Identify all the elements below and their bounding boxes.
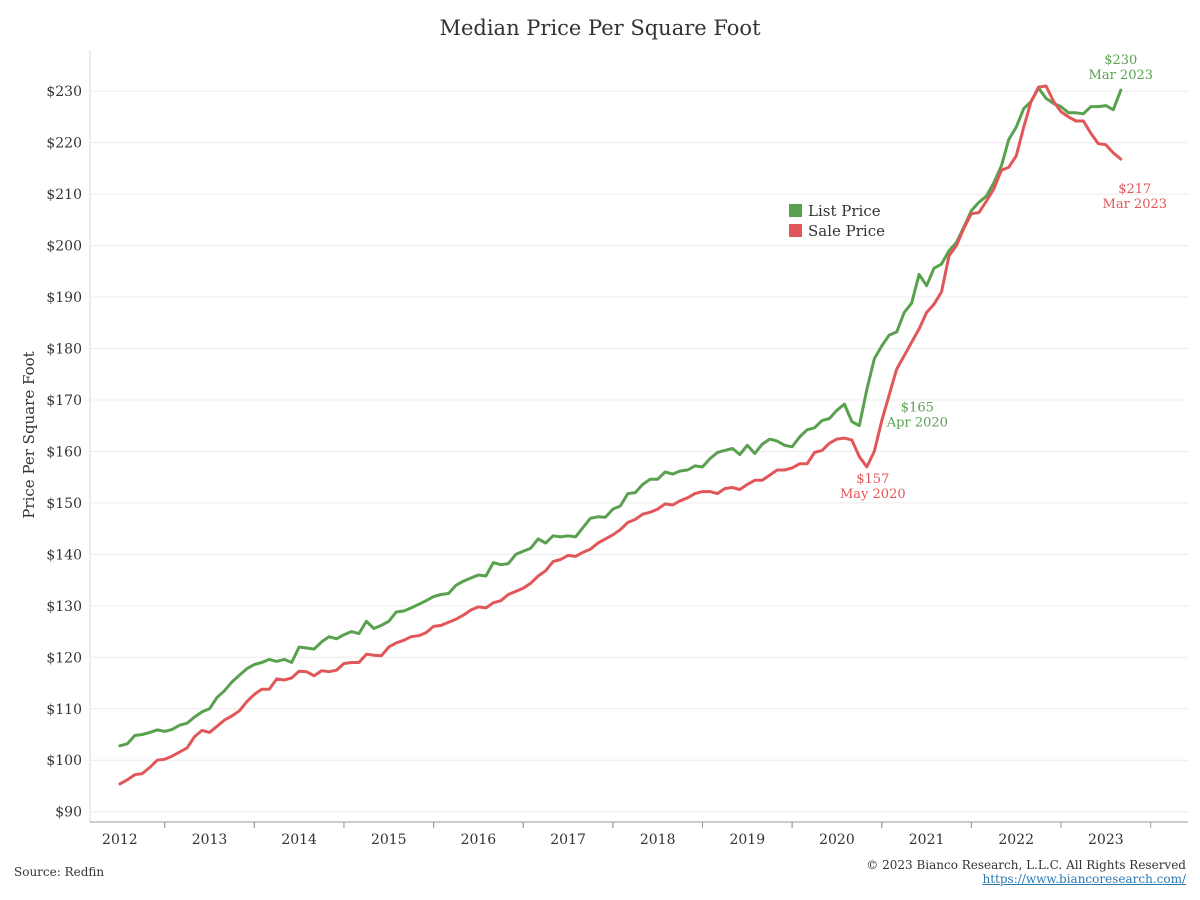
x-tick-label: 2019 bbox=[729, 832, 765, 848]
y-tick-label: $180 bbox=[46, 342, 82, 358]
y-tick-label: $90 bbox=[55, 805, 82, 821]
y-tick-label: $110 bbox=[46, 702, 82, 718]
x-tick-label: 2022 bbox=[998, 832, 1034, 848]
annotation-date: Mar 2023 bbox=[1089, 68, 1154, 83]
series-line-list-price bbox=[118, 86, 1123, 748]
x-tick-label: 2012 bbox=[102, 832, 138, 848]
y-tick-label: $200 bbox=[46, 239, 82, 255]
x-tick-label: 2014 bbox=[281, 832, 317, 848]
x-tick-label: 2023 bbox=[1088, 832, 1124, 848]
x-tick-label: 2013 bbox=[192, 832, 228, 848]
annotation-value: $230 bbox=[1104, 53, 1137, 68]
y-tick-label: $130 bbox=[46, 599, 82, 615]
annotation-date: May 2020 bbox=[840, 487, 906, 502]
legend-swatch-sale-price bbox=[789, 224, 802, 237]
source-note: Source: Redfin bbox=[14, 865, 105, 879]
website-link[interactable]: https://www.biancoresearch.com/ bbox=[982, 872, 1186, 886]
annotation-date: Apr 2020 bbox=[886, 416, 948, 431]
y-tick-label: $140 bbox=[46, 547, 82, 563]
y-tick-label: $120 bbox=[46, 650, 82, 666]
x-tick-label: 2018 bbox=[640, 832, 676, 848]
x-axis: 2012 2013 2014 2015 2016 2017 2018 2019 2020 2021… bbox=[90, 821, 1188, 848]
x-tick-label: 2021 bbox=[909, 832, 945, 848]
x-tick-label: 2016 bbox=[461, 832, 497, 848]
chart-title: Median Price Per Square Foot bbox=[439, 16, 761, 40]
annotation-value: $157 bbox=[856, 472, 889, 487]
y-tick-label: $100 bbox=[46, 753, 82, 769]
y-axis-title: Price Per Square Foot bbox=[20, 351, 38, 518]
legend-label: List Price bbox=[808, 202, 881, 220]
series-line-sale-price bbox=[118, 84, 1123, 786]
x-tick-label: 2020 bbox=[819, 832, 855, 848]
legend: List Price Sale Price bbox=[789, 202, 885, 240]
legend-swatch-list-price bbox=[789, 204, 802, 217]
legend-label: Sale Price bbox=[808, 222, 885, 240]
y-tick-label: $210 bbox=[46, 187, 82, 203]
x-tick-label: 2017 bbox=[550, 832, 586, 848]
y-tick-label: $230 bbox=[46, 84, 82, 100]
series-lines bbox=[118, 84, 1123, 786]
x-tick-label: 2015 bbox=[371, 832, 407, 848]
y-tick-label: $150 bbox=[46, 496, 82, 512]
y-axis: $90 $100 $110 $120 $130 $140 $150 $160 $170 $180 $… bbox=[46, 50, 91, 822]
y-tick-label: $170 bbox=[46, 393, 82, 409]
y-tick-label: $220 bbox=[46, 136, 82, 152]
annotation-value: $217 bbox=[1118, 182, 1151, 197]
y-tick-label: $190 bbox=[46, 290, 82, 306]
copyright-note: © 2023 Bianco Research, L.L.C. All Right… bbox=[866, 858, 1186, 872]
annotation-value: $165 bbox=[901, 401, 934, 416]
annotation-date: Mar 2023 bbox=[1103, 197, 1168, 212]
gridlines bbox=[90, 90, 1188, 813]
y-tick-label: $160 bbox=[46, 444, 82, 460]
